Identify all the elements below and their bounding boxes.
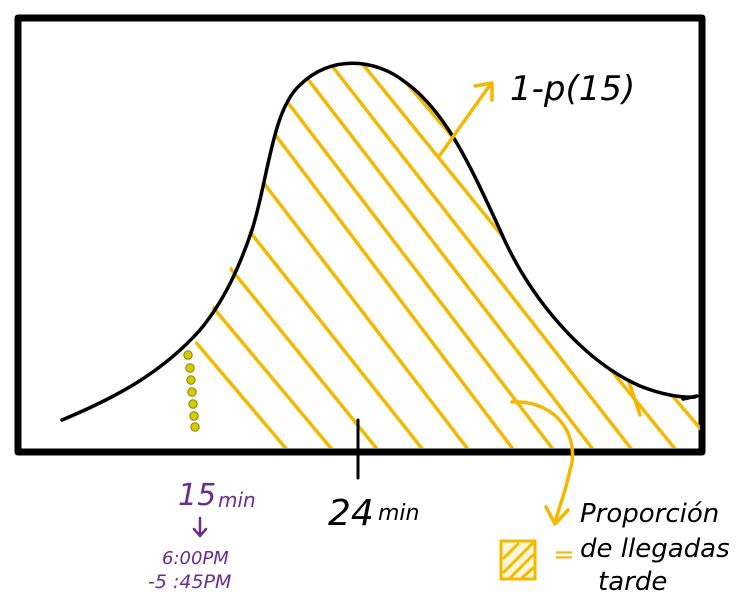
marker-15-dots [183,350,200,432]
down-arrow-icon [192,516,208,538]
legend-line-3: tarde [598,567,667,597]
label-24: 24 [328,493,374,534]
legend-line-1: Proporción [580,499,719,529]
complement-label: 1-p(15) [510,69,635,109]
label-15-unit: min [218,488,256,512]
curve-tail-right [681,394,699,401]
plot-frame [14,14,706,456]
label-15: 15 [178,478,216,513]
legend-line-2: de llegadas [580,534,730,564]
legend-swatch-hatch [502,542,535,580]
arrow-to-complement [438,81,494,157]
hatched-region [190,63,700,448]
legend-equals: = [553,540,575,570]
bell-curve [60,61,697,422]
arrow-to-legend [510,400,575,526]
time-line-2: -5 :45PM [148,571,231,593]
time-line-1: 6:00PM [162,548,229,569]
label-24-unit: min [378,501,420,526]
